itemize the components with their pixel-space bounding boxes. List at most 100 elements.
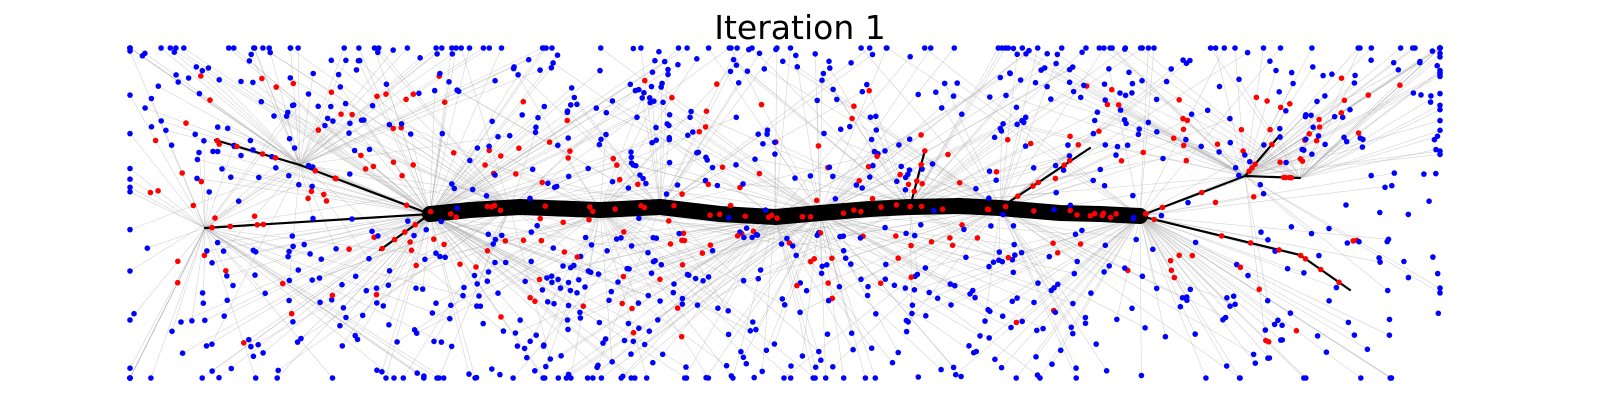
leaf-edge — [330, 59, 511, 209]
leaf-node — [485, 231, 492, 238]
leaf-node — [1232, 164, 1239, 171]
internal-node — [947, 235, 953, 241]
leaf-node — [1117, 107, 1124, 113]
leaf-node — [1034, 45, 1041, 51]
leaf-edge — [429, 47, 470, 215]
leaf-edge — [1299, 56, 1441, 179]
leaf-node — [398, 121, 405, 127]
leaf-node — [986, 335, 992, 341]
leaf-edge — [587, 212, 821, 379]
leaf-node — [882, 276, 889, 283]
leaf-node — [519, 112, 525, 118]
leaf-node — [295, 45, 301, 51]
leaf-node — [346, 130, 352, 136]
leaf-edge — [999, 81, 1167, 209]
leaf-edge — [599, 135, 689, 211]
leaf-node — [235, 198, 242, 204]
leaf-node — [260, 45, 266, 51]
leaf-node — [548, 273, 555, 280]
leaf-node — [486, 143, 492, 150]
leaf-edge — [640, 47, 661, 208]
leaf-node — [1437, 117, 1443, 124]
leaf-node — [1158, 212, 1165, 219]
leaf-node — [1113, 152, 1119, 158]
leaf-node — [421, 373, 427, 379]
leaf-node — [514, 343, 521, 349]
leaf-edge — [147, 227, 206, 249]
leaf-edge — [760, 206, 911, 271]
leaf-node — [1133, 236, 1139, 243]
leaf-node — [608, 288, 615, 295]
internal-node — [758, 101, 765, 108]
leaf-edge — [1139, 47, 1225, 217]
leaf-node — [127, 317, 133, 323]
leaf-node — [695, 149, 702, 156]
internal-node — [1115, 102, 1122, 108]
leaf-node — [1013, 104, 1020, 111]
leaf-edge — [987, 215, 1141, 311]
leaf-node — [1341, 134, 1347, 141]
internal-node — [1316, 116, 1322, 123]
internal-node — [1287, 101, 1293, 107]
leaf-edge — [1244, 149, 1305, 177]
leaf-edge — [1125, 95, 1301, 179]
leaf-node — [982, 318, 988, 324]
leaf-edge — [253, 47, 301, 166]
branch-internal-node — [907, 203, 913, 210]
leaf-node — [1163, 78, 1170, 85]
leaf-node — [576, 277, 582, 283]
leaf-node — [986, 263, 992, 270]
leaf-edge — [288, 213, 431, 301]
leaf-edge — [429, 74, 519, 215]
leaf-node — [1096, 45, 1103, 51]
leaf-edge — [819, 212, 956, 287]
leaf-node — [375, 233, 381, 239]
leaf-node — [301, 241, 308, 248]
internal-node — [532, 298, 538, 305]
leaf-node — [709, 247, 716, 254]
leaf-edge — [1007, 47, 1246, 177]
leaf-edge — [999, 47, 1062, 209]
leaf-node — [915, 91, 921, 98]
leaf-edge — [659, 69, 669, 208]
leaf-node — [703, 374, 709, 381]
leaf-node — [1352, 72, 1358, 79]
leaf-node — [1308, 230, 1315, 237]
leaf-node — [266, 45, 273, 51]
leaf-edge — [761, 216, 776, 372]
leaf-node — [1142, 325, 1148, 331]
leaf-edge — [129, 191, 206, 229]
leaf-node — [602, 336, 609, 342]
leaf-node — [774, 45, 780, 51]
leaf-edge — [1139, 215, 1305, 274]
leaf-node — [309, 183, 315, 190]
leaf-node — [255, 341, 261, 348]
leaf-edge — [1139, 215, 1279, 321]
leaf-node — [1124, 142, 1131, 148]
trunk-internal-node — [716, 211, 723, 218]
internal-node — [441, 99, 448, 105]
leaf-node — [429, 310, 436, 316]
leaf-node — [598, 375, 605, 381]
leaf-edge — [886, 47, 1141, 217]
leaf-edge — [774, 216, 873, 349]
leaf-edge — [202, 70, 301, 166]
leaf-node — [781, 302, 788, 308]
leaf-node — [460, 292, 466, 299]
leaf-edge — [277, 207, 511, 371]
internal-node — [1052, 175, 1059, 182]
leaf-node — [787, 375, 794, 381]
internal-node — [370, 163, 377, 170]
leaf-node — [1053, 60, 1059, 67]
leaf-node — [127, 375, 133, 381]
leaf-edge — [299, 164, 370, 260]
leaf-node — [950, 93, 957, 99]
trunk-internal-node — [707, 212, 713, 218]
internal-node — [1109, 86, 1115, 93]
leaf-edge — [1244, 73, 1441, 177]
leaf-node — [1308, 112, 1314, 119]
leaf-node — [310, 70, 317, 77]
leaf-node — [665, 71, 671, 78]
leaf-node — [597, 67, 603, 74]
leaf-node — [596, 141, 603, 148]
